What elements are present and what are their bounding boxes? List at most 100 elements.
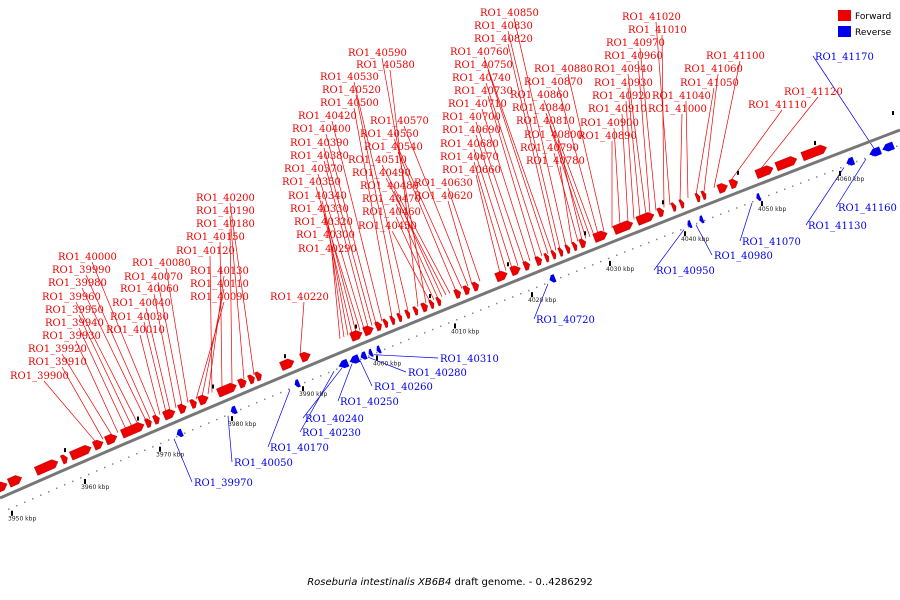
leader-line — [613, 127, 621, 225]
minor-tick-dot — [560, 276, 562, 279]
forward-gene-arrow — [694, 192, 701, 203]
minor-tick-dot — [440, 325, 442, 328]
scale-tick-label: 3960 kbp — [81, 484, 109, 491]
forward-gene-label: RO1_40500 — [320, 98, 379, 109]
leader-line — [637, 60, 651, 214]
minor-tick-dot — [56, 487, 58, 490]
reverse-gene-label: RO1_40720 — [536, 315, 595, 326]
upper-tick — [737, 170, 739, 175]
leader-line — [545, 112, 591, 238]
leader-line — [367, 356, 407, 373]
forward-gene-arrow — [494, 270, 508, 283]
leader-line — [302, 367, 343, 419]
minor-tick-dot — [8, 508, 10, 510]
minor-tick-dot — [408, 338, 410, 341]
reverse-gene-arrow — [360, 351, 368, 360]
forward-gene-arrow — [800, 144, 827, 162]
minor-tick-dot — [848, 163, 850, 166]
leader-line — [207, 275, 225, 395]
leader-line — [393, 138, 463, 289]
leader-line — [165, 267, 189, 403]
forward-gene-label: RO1_39990 — [52, 265, 111, 276]
minor-tick-dot — [200, 425, 202, 428]
scale-tick-label: 4040 kbp — [681, 236, 709, 243]
minor-tick-dot — [608, 257, 610, 260]
scale-tick-label: 3990 kbp — [299, 391, 327, 398]
forward-gene-arrow — [69, 445, 92, 461]
forward-gene-arrow — [162, 409, 176, 421]
forward-gene-label: RO1_39900 — [10, 371, 69, 382]
minor-tick-dot — [624, 251, 626, 253]
leader-line — [655, 21, 671, 206]
upper-tick — [212, 384, 214, 389]
forward-gene-label: RO1_40400 — [292, 124, 351, 135]
leader-line — [695, 224, 713, 256]
forward-gene-arrow — [237, 378, 247, 389]
leader-line — [337, 363, 353, 402]
forward-gene-label: RO1_40530 — [320, 72, 379, 83]
genome-backbone — [0, 128, 900, 500]
minor-tick-dot — [720, 213, 722, 215]
leader-line — [323, 160, 369, 328]
minor-tick-dot — [288, 388, 290, 390]
reverse-gene-arrow — [294, 379, 301, 388]
minor-tick-dot — [208, 422, 210, 424]
reverse-gene-label: RO1_41130 — [808, 221, 867, 232]
minor-tick-dot — [144, 449, 146, 452]
forward-gene-label: RO1_40870 — [524, 77, 583, 88]
leader-line — [299, 371, 335, 433]
forward-gene-arrow — [362, 325, 374, 337]
upper-tick — [355, 324, 357, 329]
minor-tick-dot — [184, 432, 186, 434]
leader-line — [553, 152, 579, 242]
forward-gene-label: RO1_41060 — [684, 64, 743, 75]
forward-gene-label: RO1_40630 — [414, 178, 473, 189]
forward-gene-label: RO1_39950 — [45, 305, 104, 316]
major-tick — [376, 355, 378, 361]
label-leader-lines — [43, 17, 879, 483]
leader-line — [85, 274, 151, 420]
forward-gene-label: RO1_40090 — [190, 292, 249, 303]
leader-line — [78, 314, 133, 427]
leader-line — [685, 100, 689, 199]
forward-gene-label: RO1_40800 — [524, 130, 583, 141]
leader-line — [209, 255, 213, 393]
major-tick — [11, 510, 13, 516]
reverse-gene-arrow — [756, 192, 762, 202]
minor-tick-dot — [768, 194, 770, 197]
forward-gene-arrow — [299, 351, 311, 363]
forward-gene-arrow — [144, 418, 152, 429]
forward-gene-label: RO1_40180 — [196, 219, 255, 230]
reverse-gene-label: RO1_41170 — [815, 52, 874, 63]
forward-gene-label: RO1_40030 — [110, 312, 169, 323]
forward-gene-label: RO1_40110 — [190, 279, 249, 290]
leader-line — [75, 301, 139, 425]
minor-tick-dot — [168, 439, 170, 441]
forward-gene-label: RO1_40460 — [362, 207, 421, 218]
minor-tick-dot — [728, 210, 730, 212]
leader-line — [567, 73, 605, 232]
forward-gene-label: RO1_41000 — [648, 104, 707, 115]
minor-tick-dot — [600, 260, 602, 263]
leader-line — [487, 95, 537, 259]
forward-gene-label: RO1_39920 — [28, 344, 87, 355]
forward-gene-label: RO1_40760 — [450, 47, 509, 58]
forward-gene-label: RO1_40740 — [452, 73, 511, 84]
leader-line — [739, 202, 753, 242]
minor-tick-dot — [568, 273, 570, 276]
minor-tick-dot — [496, 302, 498, 305]
forward-gene-label: RO1_41040 — [652, 91, 711, 102]
forward-gene-arrow — [279, 358, 295, 371]
forward-gene-arrow — [428, 299, 435, 310]
minor-tick-dot — [216, 418, 218, 421]
minor-tick-dot — [88, 473, 90, 476]
leader-line — [713, 60, 741, 188]
leader-line — [385, 177, 447, 296]
forward-gene-label: RO1_40510 — [348, 155, 407, 166]
forward-gene-label: RO1_40010 — [106, 325, 165, 336]
forward-gene-label: RO1_40850 — [480, 8, 539, 19]
forward-gene-label: RO1_40930 — [594, 78, 653, 89]
forward-gene-label: RO1_40670 — [440, 152, 499, 163]
leader-line — [627, 87, 641, 218]
scale-tick-label: 4020 kbp — [528, 297, 556, 304]
